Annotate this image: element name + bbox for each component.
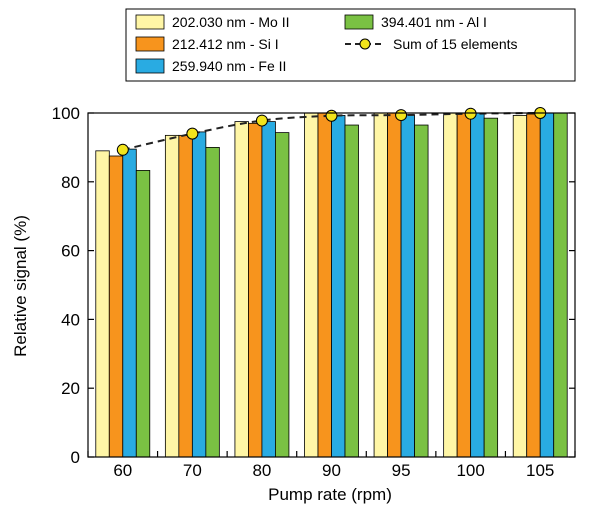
bar-mo-80 [235,122,249,457]
bar-fe-90 [332,115,346,457]
bar-al-60 [136,170,150,457]
y-tick-label-0: 0 [71,448,80,467]
bar-mo-100 [444,113,458,457]
legend-label-mo: 202.030 nm - Mo II [172,14,290,30]
bar-fe-105 [540,113,554,457]
y-tick-label-80: 80 [61,173,80,192]
sum-point-70 [187,128,198,139]
y-tick-label-100: 100 [52,104,80,123]
x-tick-label-95: 95 [392,461,411,480]
bar-si-90 [318,113,332,457]
sum-point-95 [396,110,407,121]
bar-si-105 [527,114,541,457]
legend-swatch-mo [136,15,164,29]
legend-label-sum: Sum of 15 elements [393,36,518,52]
x-tick-label-90: 90 [322,461,341,480]
bar-al-80 [275,133,289,457]
bar-mo-95 [374,113,388,457]
legend-marker-sum [360,39,370,49]
legend-label-al: 394.401 nm - Al I [381,14,487,30]
bar-fe-100 [471,113,485,457]
sum-point-60 [117,144,128,155]
bar-si-95 [388,113,402,457]
x-axis-label: Pump rate (rpm) [268,485,392,504]
bar-al-105 [554,113,568,457]
legend-label-si: 212.412 nm - Si I [172,36,279,52]
y-tick-label-60: 60 [61,242,80,261]
bar-al-95 [415,125,429,457]
x-tick-label-100: 100 [456,461,484,480]
x-tick-label-70: 70 [183,461,202,480]
sum-point-80 [256,115,267,126]
bar-si-70 [179,135,193,457]
bar-mo-105 [513,115,527,457]
sum-point-90 [326,110,337,121]
bar-si-80 [248,123,262,457]
bar-fe-70 [192,132,206,457]
bar-al-70 [206,147,220,457]
bar-mo-70 [165,135,179,457]
bar-al-90 [345,125,359,457]
bar-fe-80 [262,122,276,457]
x-tick-label-105: 105 [526,461,554,480]
bar-mo-60 [96,151,110,457]
legend: 202.030 nm - Mo II 212.412 nm - Si I 259.9… [126,9,575,81]
legend-swatch-si [136,37,164,51]
sum-point-100 [465,108,476,119]
legend-swatch-fe [136,59,164,73]
legend-swatch-al [345,15,373,29]
bar-al-100 [484,118,498,457]
bar-fe-60 [123,149,136,457]
y-tick-label-20: 20 [61,379,80,398]
bar-si-60 [109,156,123,457]
bar-mo-90 [305,113,319,457]
bar-si-100 [457,113,471,457]
y-tick-label-40: 40 [61,310,80,329]
x-tick-label-60: 60 [113,461,132,480]
legend-label-fe: 259.940 nm - Fe II [172,58,286,74]
y-axis-label: Relative signal (%) [11,215,30,357]
plot-area [96,108,567,458]
x-tick-label-80: 80 [252,461,271,480]
bar-fe-95 [401,115,415,457]
